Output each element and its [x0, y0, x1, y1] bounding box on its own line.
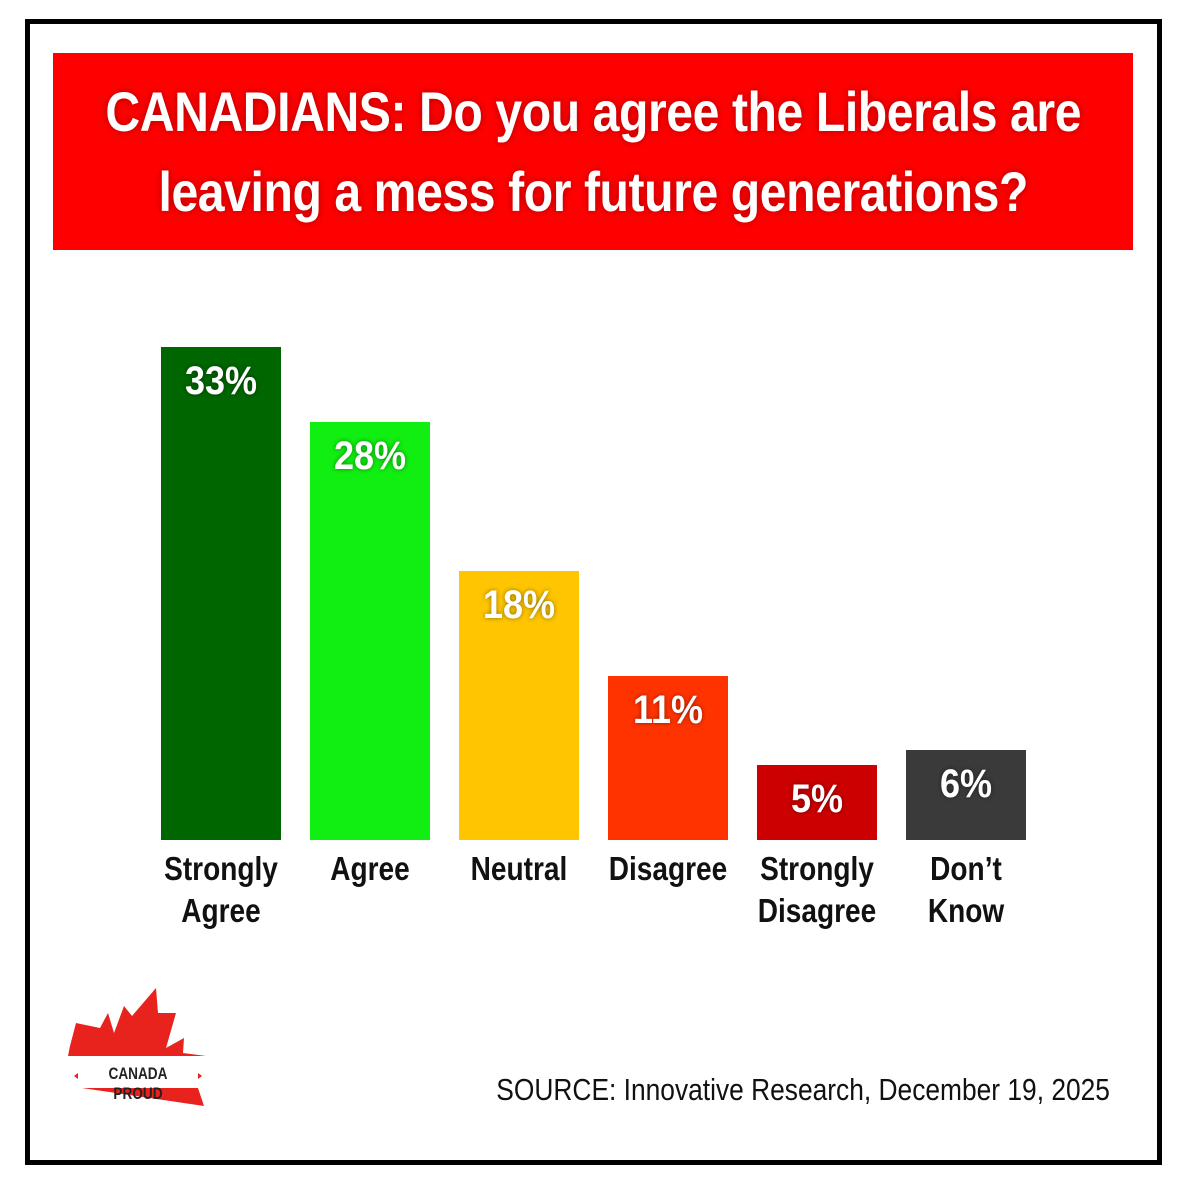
value-label: 18% [482, 583, 556, 628]
chart-title: CANADIANS: Do you agree the Liberals are… [105, 72, 1081, 232]
bar-4 [757, 765, 877, 840]
canada-proud-logo: CANADA PROUD [66, 988, 211, 1106]
category-label: Agree [330, 850, 410, 887]
category-label: Disagree [608, 850, 728, 887]
value-label: 6% [939, 762, 993, 807]
title-line-2: leaving a mess for future generations? [158, 159, 1028, 223]
title-line-1: CANADIANS: Do you agree the Liberals are [105, 79, 1081, 143]
title-banner: CANADIANS: Do you agree the Liberals are… [53, 53, 1133, 250]
value-label: 11% [632, 687, 704, 732]
value-label: 33% [184, 359, 258, 403]
value-label: 5% [790, 777, 844, 822]
maple-leaf-icon [68, 988, 206, 1106]
category-label: Don’t Know [927, 850, 1005, 929]
value-label: 28% [333, 433, 407, 478]
bar-chart: 33% Strongly Agree 28% Agree 18% Neutral 11% Di… [161, 347, 1026, 929]
bar-5 [906, 750, 1026, 840]
bar-0 [161, 347, 281, 840]
category-label: Neutral [470, 850, 568, 887]
source-note: SOURCE: Innovative Research, December 19… [496, 1072, 1110, 1107]
bar-3 [608, 675, 728, 840]
bar-1 [310, 421, 430, 840]
category-label: Strongly Agree [164, 850, 278, 929]
category-label: Strongly Disagree [757, 850, 877, 929]
logo-text: CANADA PROUD [108, 1064, 168, 1103]
bar-2 [459, 571, 579, 840]
